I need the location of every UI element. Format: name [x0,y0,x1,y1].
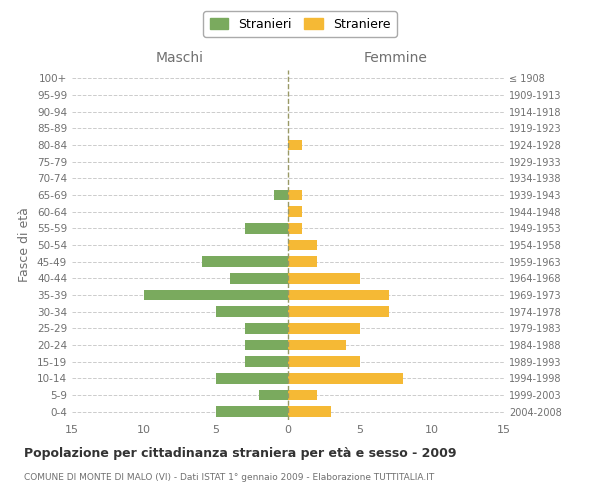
Bar [274,190,288,200]
Bar [216,306,288,317]
Bar [259,390,288,400]
Bar [245,340,288,350]
Bar [230,273,288,284]
Bar [288,356,360,367]
Text: Femmine: Femmine [364,51,428,65]
Y-axis label: Fasce di età: Fasce di età [19,208,31,282]
Bar [288,373,403,384]
Bar [288,323,360,334]
Bar [216,373,288,384]
Bar [288,190,302,200]
Bar [288,256,317,267]
Bar [288,306,389,317]
Bar [288,390,317,400]
Bar [245,223,288,234]
Bar [245,323,288,334]
Bar [288,340,346,350]
Bar [288,140,302,150]
Bar [216,406,288,417]
Bar [288,223,302,234]
Bar [202,256,288,267]
Text: Maschi: Maschi [156,51,204,65]
Bar [245,356,288,367]
Bar [288,406,331,417]
Bar [144,290,288,300]
Bar [288,273,360,284]
Text: Popolazione per cittadinanza straniera per età e sesso - 2009: Popolazione per cittadinanza straniera p… [24,448,457,460]
Text: COMUNE DI MONTE DI MALO (VI) - Dati ISTAT 1° gennaio 2009 - Elaborazione TUTTITA: COMUNE DI MONTE DI MALO (VI) - Dati ISTA… [24,472,434,482]
Bar [288,290,389,300]
Legend: Stranieri, Straniere: Stranieri, Straniere [203,11,397,37]
Bar [288,240,317,250]
Bar [288,206,302,217]
